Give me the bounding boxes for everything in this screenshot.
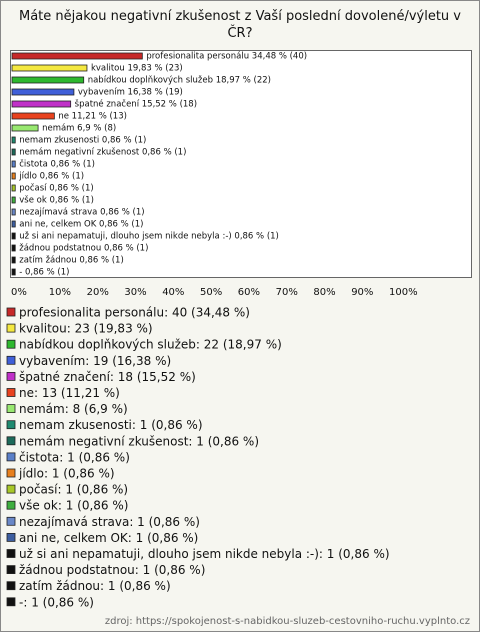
bar-label: - 0,86 % (1) [19, 268, 69, 278]
bar [11, 232, 16, 240]
legend-label: špatné značení: 18 (15,52 %) [19, 370, 196, 384]
bar [11, 52, 143, 60]
x-tick-label: 90% [351, 287, 373, 298]
legend-swatch [6, 597, 16, 607]
source: zdroj: https://spokojenost-s-nabidkou-sl… [105, 616, 470, 627]
legend-label: nemam zkusenosti: 1 (0,86 %) [19, 418, 203, 432]
bar [11, 136, 16, 144]
bar [11, 124, 39, 132]
legend-label: vše ok: 1 (0,86 %) [19, 499, 128, 513]
legend-label: vybavením: 19 (16,38 %) [19, 354, 171, 368]
legend-swatch [6, 452, 16, 462]
x-tick-label: 50% [200, 287, 222, 298]
legend-swatch [6, 581, 16, 591]
legend-swatch [6, 420, 16, 430]
bar-label: počasí 0,86 % (1) [19, 183, 93, 194]
legend-swatch [6, 516, 16, 526]
bar-label: vše ok 0,86 % (1) [19, 195, 94, 206]
bar [11, 148, 16, 156]
legend-swatch [6, 500, 16, 510]
legend-label: -: 1 (0,86 %) [19, 595, 94, 609]
bar-label: profesionalita personálu 34,48 % (40) [146, 52, 307, 62]
x-tick-label: 60% [238, 287, 260, 298]
x-tick-label: 70% [276, 287, 298, 298]
bar-label: nezajímavá strava 0,86 % (1) [19, 208, 144, 218]
legend-swatch [6, 388, 16, 397]
legend-swatch [6, 549, 16, 558]
bar-label: zatím žádnou 0,86 % (1) [19, 256, 124, 266]
bar-label: nabídkou doplňkových služeb 18,97 % (22) [88, 75, 271, 86]
plot-area [10, 50, 472, 278]
legend-swatch [6, 404, 16, 414]
bar [11, 160, 16, 168]
legend-swatch [6, 339, 16, 349]
legend-label: profesionalita personálu: 40 (34,48 %) [19, 306, 250, 320]
legend-label: nabídkou doplňkových služeb: 22 (18,97 %… [19, 338, 282, 352]
bar-label: jídlo 0,86 % (1) [18, 172, 84, 182]
bar [11, 88, 75, 96]
x-tick-label: 30% [124, 287, 146, 298]
legend-label: nemám: 8 (6,9 %) [19, 402, 128, 416]
bar [11, 100, 72, 108]
legend-swatch [6, 436, 16, 446]
x-tick-label: 0% [11, 287, 27, 298]
legend-swatch [6, 323, 16, 333]
bar [11, 268, 16, 276]
legend-label: kvalitou: 23 (19,83 %) [19, 322, 153, 336]
legend-label: nezajímavá strava: 1 (0,86 %) [19, 515, 200, 529]
legend-label: počasí: 1 (0,86 %) [19, 483, 128, 497]
bar [11, 220, 16, 228]
legend-label: žádnou podstatnou: 1 (0,86 %) [19, 563, 205, 577]
bar-label: nemám negativní zkušenost 0,86 % (1) [19, 147, 186, 158]
bar [11, 256, 16, 264]
legend-swatch [6, 468, 16, 478]
bar [11, 76, 85, 84]
bar [11, 244, 16, 252]
legend-label: už si ani nepamatuji, dlouho jsem nikde … [19, 547, 390, 561]
bar-label: čistota 0,86 % (1) [19, 159, 95, 170]
bar [11, 112, 55, 120]
x-tick-label: 80% [313, 287, 335, 298]
legend-swatch [6, 371, 16, 381]
bar [11, 172, 16, 180]
bar [11, 64, 88, 72]
legend-label: nemám negativní zkušenost: 1 (0,86 %) [19, 434, 259, 448]
bar-label: ne 11,21 % (13) [58, 112, 127, 122]
x-tick-label: 20% [87, 287, 109, 298]
bar [11, 196, 16, 204]
legend-label: zatím žádnou: 1 (0,86 %) [19, 579, 171, 593]
bar-label: nemám 6,9 % (8) [42, 124, 116, 134]
x-tick-label: 40% [162, 287, 184, 298]
bar-label: vybavením 16,38 % (19) [78, 88, 183, 98]
bar-label: nemam zkusenosti 0,86 % (1) [19, 136, 146, 146]
x-tick-label: 10% [49, 287, 71, 298]
bar-label: žádnou podstatnou 0,86 % (1) [19, 244, 148, 254]
chart-title: Máte nějakou negativní zkušenost z Vaší … [19, 9, 461, 41]
bar [11, 184, 16, 192]
bar-label: ani ne, celkem OK 0,86 % (1) [19, 220, 143, 230]
legend-swatch [6, 565, 16, 574]
bar [11, 208, 16, 216]
bar-label: kvalitou 19,83 % (23) [91, 64, 183, 74]
legend-swatch [6, 484, 16, 494]
legend-label: ani ne, celkem OK: 1 (0,86 %) [19, 531, 198, 545]
x-tick-label: 100% [389, 287, 418, 298]
legend-label: ne: 13 (11,21 %) [19, 386, 120, 400]
bar-label: už si ani nepamatuji, dlouho jsem nikde … [19, 232, 279, 242]
legend-label: čistota: 1 (0,86 %) [19, 450, 130, 464]
legend-swatch [6, 307, 16, 317]
legend-swatch [6, 533, 16, 542]
bar-label: špatné značení 15,52 % (18) [75, 99, 197, 110]
legend-swatch [6, 355, 16, 365]
legend-label: jídlo: 1 (0,86 %) [18, 467, 115, 481]
